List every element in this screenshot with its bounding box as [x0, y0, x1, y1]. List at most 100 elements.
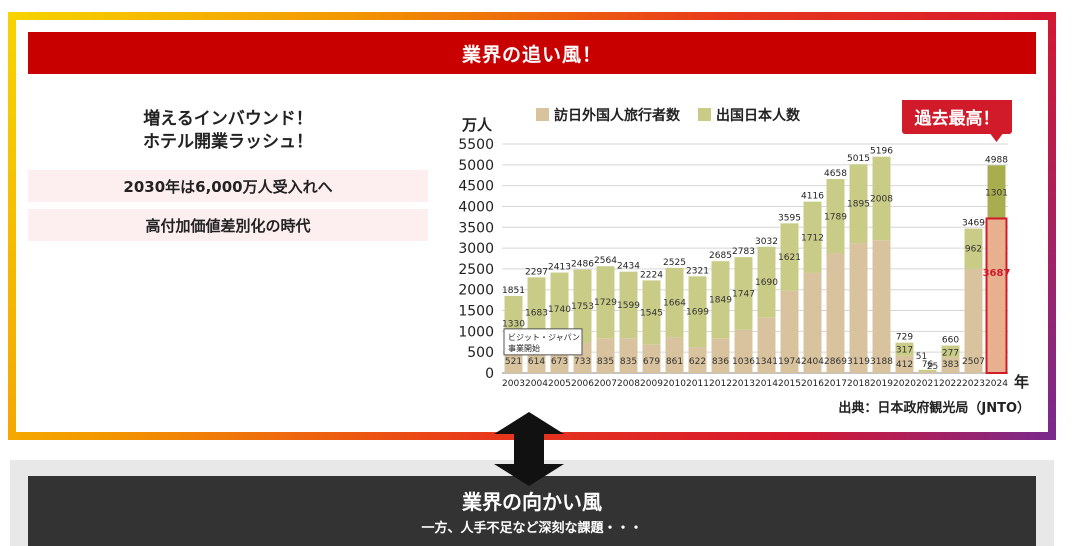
bar-label-outbound: 1849 — [709, 296, 732, 306]
headline-block: 増えるインバウンド！ ホテル開業ラッシュ！ — [30, 108, 426, 154]
legend-label-outbound: 出国日本人数 — [716, 107, 801, 124]
bar-label-total: 76 — [922, 360, 934, 370]
bar-label-outbound: 51 — [916, 352, 927, 362]
y-tick-label: 3500 — [458, 220, 494, 236]
chart-svg: 0 500 1000 1500 2000 2500 3000 3500 4000 4500 5000… — [458, 98, 1030, 416]
bar-label-inbound: 1974 — [778, 357, 801, 367]
bar-outbound — [665, 267, 684, 338]
point-2030-target: 2030年は6,000万人受入れへ — [28, 170, 428, 202]
bar-inbound — [665, 337, 684, 373]
bar-outbound — [642, 280, 661, 345]
bar-label-inbound: 3188 — [870, 357, 893, 367]
bar-outbound — [803, 201, 822, 273]
bar-label-total: 2224 — [640, 270, 663, 280]
bar-outbound — [987, 165, 1006, 220]
x-tick-label: 2022 — [939, 379, 962, 389]
bar-label-inbound: 1341 — [755, 357, 778, 367]
x-tick-label: 2009 — [640, 379, 663, 389]
bar-outbound — [826, 179, 845, 254]
legend-label-inbound: 訪日外国人旅行者数 — [554, 107, 681, 124]
point-high-value: 高付加価値差別化の時代 — [28, 209, 428, 241]
bar-label-total: 2783 — [732, 247, 755, 257]
x-tick-label: 2004 — [525, 379, 548, 389]
annotation-line-1: ビジット・ジャパン — [508, 333, 580, 342]
bar-label-outbound: 1729 — [594, 298, 617, 308]
bar-inbound — [642, 344, 661, 373]
bar-label-outbound: 317 — [896, 346, 913, 356]
y-tick-label: 4500 — [458, 179, 494, 195]
record-callout-text: 過去最高！ — [915, 108, 1000, 129]
record-callout-box — [902, 98, 1012, 134]
bar-label-outbound: 1690 — [755, 278, 778, 288]
bar-label-outbound: 2008 — [870, 194, 893, 204]
bar-label-outbound: 1599 — [617, 301, 640, 311]
tailwind-banner: 業界の追い風！ — [28, 32, 1036, 74]
bar-inbound — [619, 338, 638, 373]
y-tick-label: 1500 — [458, 304, 494, 320]
y-tick-label: 2500 — [458, 262, 494, 278]
bar-label-total: 2434 — [617, 262, 640, 272]
bar-label-inbound: 521 — [505, 357, 522, 367]
bar-outbound — [757, 246, 776, 318]
bar-inbound — [872, 240, 891, 373]
bar-outbound — [573, 269, 592, 343]
bar-label-inbound: 3119 — [847, 357, 870, 367]
bar-label-outbound: 1712 — [801, 233, 824, 243]
y-tick-label: 1000 — [458, 324, 494, 340]
x-tick-label: 2014 — [755, 379, 778, 389]
y-tick-label: 500 — [467, 345, 494, 361]
bar-inbound — [688, 347, 707, 373]
bar-inbound — [803, 272, 822, 373]
bar-inbound — [780, 290, 799, 373]
headline-inbound: 増えるインバウンド！ — [143, 109, 313, 129]
bar-outbound — [550, 272, 569, 345]
x-tick-label: 2007 — [594, 379, 617, 389]
bar-inbound — [849, 243, 868, 373]
bar-label-total: 660 — [942, 336, 959, 346]
bar-label-inbound: 836 — [712, 357, 729, 367]
bar-label-total: 5015 — [847, 154, 870, 164]
y-tick-label: 5000 — [458, 158, 494, 174]
bar-label-inbound: 835 — [597, 357, 614, 367]
bar-label-outbound: 1699 — [686, 308, 709, 318]
bar-label-outbound: 1747 — [732, 289, 755, 299]
bar-label-total: 1851 — [502, 286, 525, 296]
bar-label-outbound: 1621 — [778, 253, 801, 263]
bar-label-inbound: 2507 — [962, 357, 985, 367]
y-tick-label: 0 — [485, 366, 494, 382]
y-unit-label: 万人 — [461, 116, 493, 134]
bar-label-inbound: 25 — [927, 362, 938, 372]
record-callout-pointer — [990, 134, 1003, 142]
bar-label-outbound: 962 — [965, 245, 982, 255]
tourism-chart: 0 500 1000 1500 2000 2500 3000 3500 4000 4500 5000… — [440, 98, 1040, 430]
bar-label-inbound: 679 — [643, 357, 660, 367]
bar-label-total: 4658 — [824, 169, 847, 179]
bar-label-total: 2564 — [594, 256, 617, 266]
bar-inbound — [711, 338, 730, 373]
bar-label-outbound: 1664 — [663, 299, 686, 309]
double-arrow-icon — [494, 412, 564, 486]
bar-inbound — [826, 253, 845, 373]
bar-label-total: 5196 — [870, 147, 893, 157]
y-tick-label: 3000 — [458, 241, 494, 257]
bar-outbound — [780, 223, 799, 291]
bar-outbound — [619, 271, 638, 339]
bar-outbound — [596, 266, 615, 339]
x-tick-label: 2017 — [824, 379, 847, 389]
x-unit-label: 年 — [1014, 373, 1029, 391]
bar-label-outbound: 1789 — [824, 212, 847, 222]
x-tick-label: 2015 — [778, 379, 801, 389]
x-tick-label: 2008 — [617, 379, 640, 389]
bar-label-outbound: 1895 — [847, 200, 870, 210]
bar-inbound — [964, 268, 983, 373]
bar-inbound — [918, 371, 937, 373]
bar-label-inbound: 383 — [942, 360, 959, 370]
bar-outbound — [734, 257, 753, 330]
x-tick-label: 2013 — [732, 379, 755, 389]
x-tick-label: 2012 — [709, 379, 732, 389]
bar-outbound — [849, 164, 868, 244]
x-tick-label: 2021 — [916, 379, 939, 389]
bar-label-outbound: 277 — [942, 349, 959, 359]
bar-label-inbound: 673 — [551, 357, 568, 367]
bar-inbound — [895, 355, 914, 373]
